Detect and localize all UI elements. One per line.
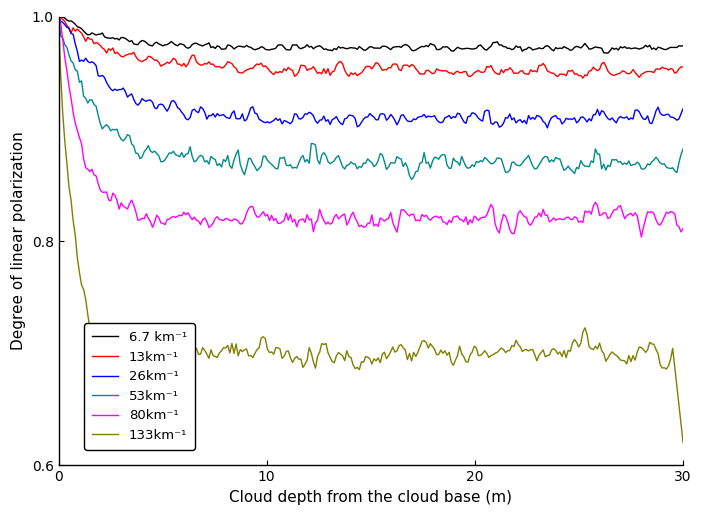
26km⁻¹ (424, 113, 432, 119)
80km⁻¹ (424, 216, 432, 222)
13km⁻¹ (54, 13, 63, 20)
Y-axis label: Degree of linear polarization: Degree of linear polarization (11, 132, 26, 350)
80km⁻¹ (581, 208, 589, 214)
26km⁻¹ (437, 120, 445, 126)
13km⁻¹ (426, 69, 434, 75)
6.7 km⁻¹ (426, 41, 434, 47)
133km⁻¹ (679, 440, 688, 446)
Line: 80km⁻¹: 80km⁻¹ (58, 17, 683, 237)
80km⁻¹ (679, 225, 688, 231)
6.7 km⁻¹ (581, 40, 589, 46)
80km⁻¹ (621, 216, 629, 222)
26km⁻¹ (426, 114, 434, 120)
133km⁻¹ (426, 341, 434, 347)
26km⁻¹ (543, 125, 552, 131)
53km⁻¹ (583, 163, 591, 169)
13km⁻¹ (437, 68, 445, 74)
6.7 km⁻¹ (623, 45, 631, 52)
13km⁻¹ (679, 64, 688, 70)
53km⁻¹ (623, 161, 631, 167)
133km⁻¹ (581, 325, 589, 331)
133km⁻¹ (54, 13, 63, 20)
53km⁻¹ (426, 165, 434, 171)
6.7 km⁻¹ (56, 13, 65, 20)
26km⁻¹ (583, 119, 591, 125)
133km⁻¹ (621, 358, 629, 364)
Line: 26km⁻¹: 26km⁻¹ (58, 17, 683, 128)
Line: 133km⁻¹: 133km⁻¹ (58, 17, 683, 443)
53km⁻¹ (407, 176, 415, 183)
133km⁻¹ (424, 345, 432, 351)
13km⁻¹ (424, 67, 432, 73)
53km⁻¹ (56, 33, 65, 39)
13km⁻¹ (579, 75, 587, 81)
133km⁻¹ (437, 347, 445, 353)
Legend: 6.7 km⁻¹, 13km⁻¹, 26km⁻¹, 53km⁻¹, 80km⁻¹, 133km⁻¹: 6.7 km⁻¹, 13km⁻¹, 26km⁻¹, 53km⁻¹, 80km⁻¹… (84, 323, 195, 450)
6.7 km⁻¹ (54, 13, 63, 20)
Line: 13km⁻¹: 13km⁻¹ (58, 17, 683, 78)
6.7 km⁻¹ (437, 46, 445, 52)
53km⁻¹ (439, 151, 447, 157)
13km⁻¹ (623, 70, 631, 76)
53km⁻¹ (428, 158, 437, 165)
26km⁻¹ (623, 114, 631, 120)
26km⁻¹ (56, 18, 65, 24)
13km⁻¹ (56, 15, 65, 21)
X-axis label: Cloud depth from the cloud base (m): Cloud depth from the cloud base (m) (229, 490, 512, 505)
Line: 6.7 km⁻¹: 6.7 km⁻¹ (58, 17, 683, 53)
133km⁻¹ (56, 71, 65, 77)
53km⁻¹ (679, 146, 688, 152)
6.7 km⁻¹ (604, 50, 612, 56)
6.7 km⁻¹ (424, 43, 432, 50)
53km⁻¹ (54, 13, 63, 20)
80km⁻¹ (426, 217, 434, 223)
80km⁻¹ (56, 20, 65, 26)
80km⁻¹ (637, 234, 645, 240)
26km⁻¹ (679, 105, 688, 111)
26km⁻¹ (54, 13, 63, 20)
6.7 km⁻¹ (679, 43, 688, 49)
80km⁻¹ (54, 13, 63, 20)
13km⁻¹ (583, 72, 591, 78)
Line: 53km⁻¹: 53km⁻¹ (58, 17, 683, 180)
80km⁻¹ (437, 213, 445, 219)
